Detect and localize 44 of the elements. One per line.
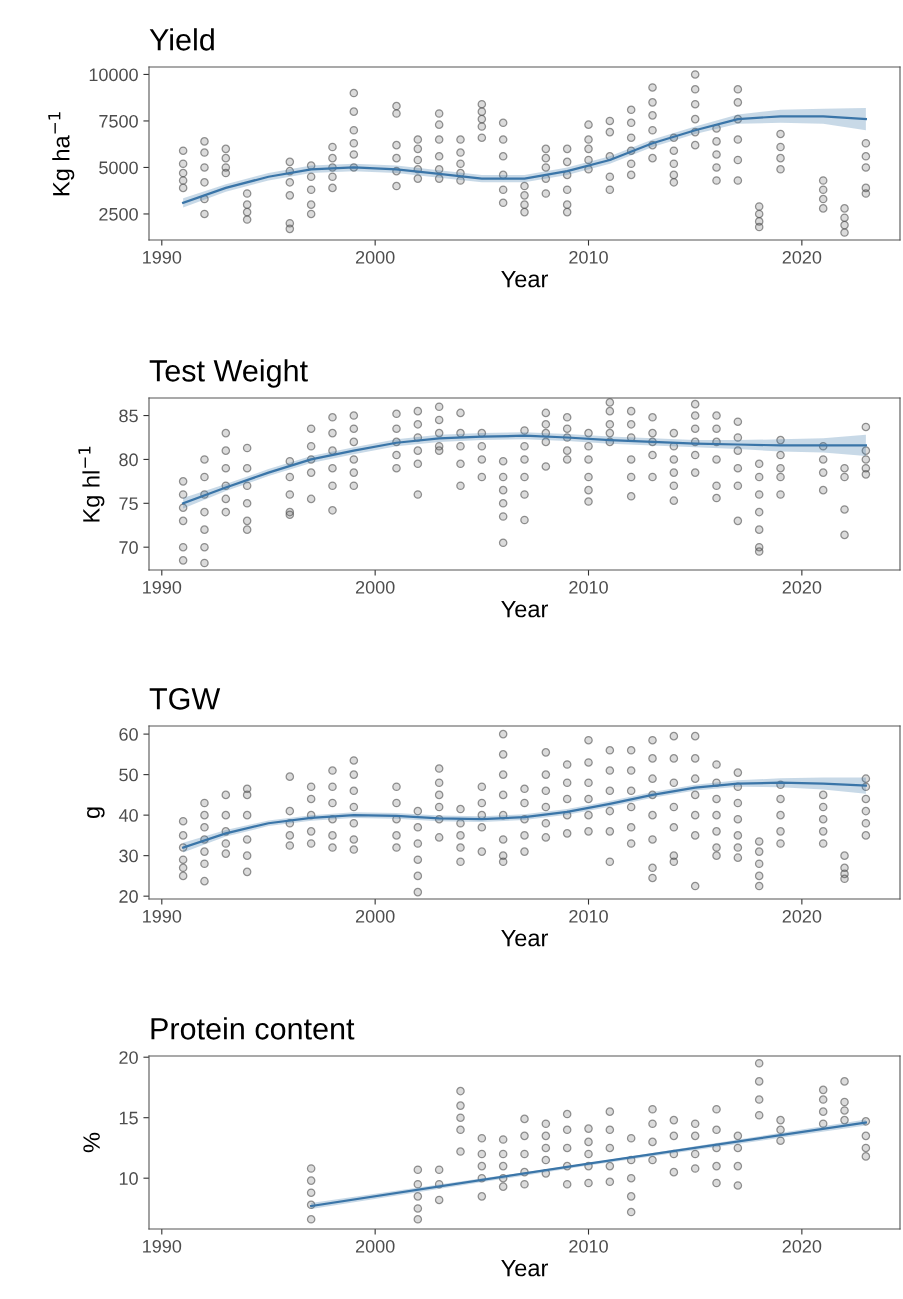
y-axis-title: Kg ha$^{−1}$ — [48, 112, 75, 196]
y-tick-label: 5000 — [99, 161, 138, 175]
y-tick-label: 60 — [119, 728, 138, 741]
x-tick-label: 2000 — [355, 909, 395, 923]
y-axis-title: g — [87, 807, 105, 819]
x-tick-label: 2010 — [569, 580, 608, 594]
y-tick-label: 80 — [119, 453, 138, 467]
x-axis-title: Year — [501, 270, 548, 288]
x-tick-label: 1990 — [143, 250, 182, 264]
chart-title: Yield — [149, 28, 214, 51]
y-axis-title: Kg hl$^{−1}$ — [78, 446, 105, 522]
x-tick-label: 2010 — [569, 909, 608, 923]
y-tick-label: 50 — [119, 768, 138, 782]
x-tick-label: 2000 — [355, 580, 395, 594]
x-tick-label: 2010 — [569, 1239, 608, 1253]
y-tick-label: 40 — [118, 809, 138, 822]
x-tick-label: 2020 — [782, 580, 822, 594]
y-tick-label: 15 — [119, 1111, 138, 1125]
x-axis-title: Year — [501, 600, 548, 618]
y-tick-label: 10000 — [89, 68, 138, 82]
x-tick-label: 1990 — [143, 1239, 182, 1253]
chart-title: TGW — [149, 688, 221, 710]
chart-title: Protein content — [151, 1017, 355, 1040]
y-tick-label: 10 — [119, 1172, 138, 1185]
x-tick-label: 1990 — [143, 580, 182, 594]
chart-title: Test Weight — [149, 359, 308, 388]
x-tick-label: 2020 — [782, 909, 822, 923]
y-tick-label: 30 — [119, 849, 138, 863]
x-tick-label: 1990 — [143, 909, 182, 923]
x-tick-label: 2020 — [782, 1239, 822, 1253]
x-tick-label: 2010 — [569, 250, 608, 264]
y-axis-title: % — [83, 1132, 100, 1153]
x-tick-label: 2000 — [355, 250, 395, 264]
x-tick-label: 2020 — [782, 250, 822, 264]
y-tick-label: 20 — [119, 890, 138, 903]
y-tick-label: 70 — [119, 541, 138, 554]
y-tick-label: 20 — [119, 1051, 138, 1064]
x-tick-label: 2000 — [355, 1239, 395, 1253]
y-tick-label: 2500 — [99, 207, 138, 221]
y-tick-label: 75 — [119, 497, 138, 511]
y-tick-label: 85 — [119, 409, 138, 423]
x-axis-title: Year — [501, 1259, 548, 1277]
x-axis-title: Year — [501, 929, 548, 947]
y-tick-label: 7500 — [99, 114, 138, 128]
